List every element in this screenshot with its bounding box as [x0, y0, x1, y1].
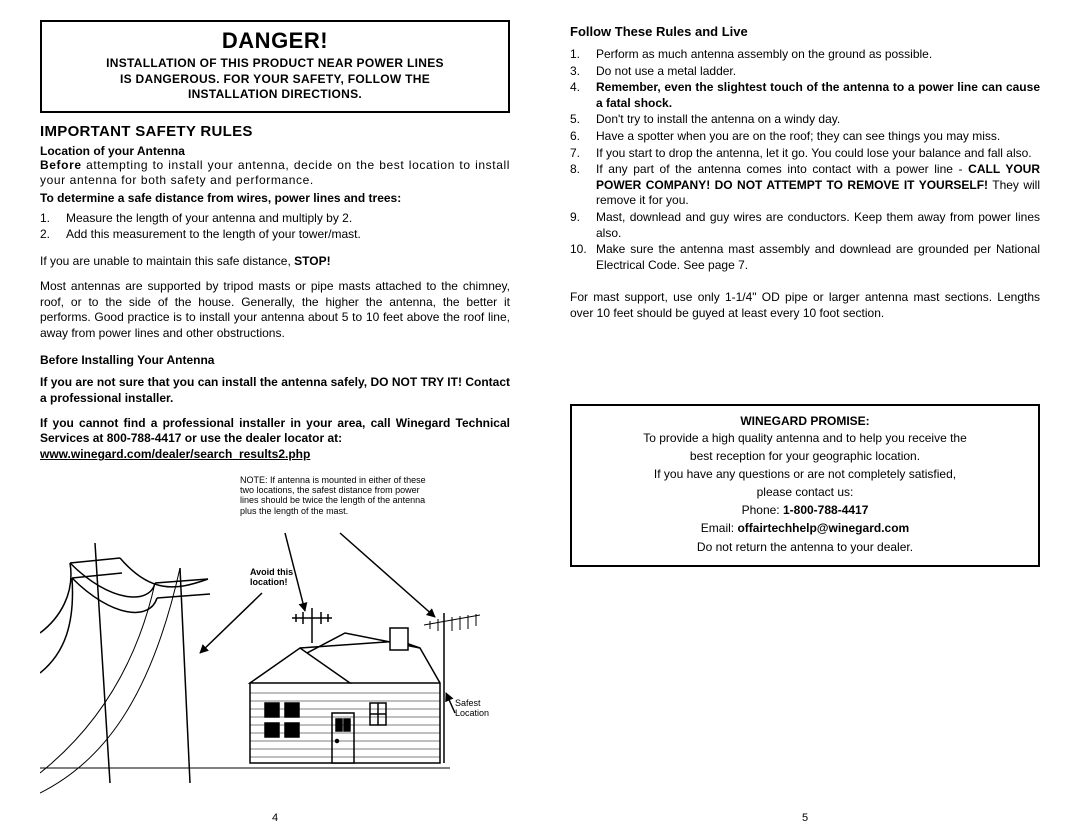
stop-pre: If you are unable to maintain this safe … [40, 254, 294, 268]
promise-noreturn: Do not return the antenna to your dealer… [594, 539, 1016, 555]
location-p2: To determine a safe distance from wires,… [40, 191, 510, 207]
step-text: Add this measurement to the length of yo… [66, 227, 361, 241]
stop-line: If you are unable to maintain this safe … [40, 254, 510, 270]
danger-title: DANGER! [54, 28, 496, 54]
promise-l1: To provide a high quality antenna and to… [594, 430, 1016, 446]
before-install-subhead: Before Installing Your Antenna [40, 353, 510, 367]
promise-phone: Phone: 1-800-788-4417 [594, 502, 1016, 518]
distance-step: 1.Measure the length of your antenna and… [40, 211, 510, 227]
distance-step: 2.Add this measurement to the length of … [40, 227, 510, 243]
rule-text: If you start to drop the antenna, let it… [596, 146, 1032, 160]
rule-item: 9.Mast, downlead and guy wires are condu… [570, 210, 1040, 241]
before-word: Before [40, 158, 82, 172]
rule-item: 1.Perform as much antenna assembly on th… [570, 47, 1040, 63]
before-p2-text: If you cannot find a professional instal… [40, 416, 510, 446]
left-column: DANGER! INSTALLATION OF THIS PRODUCT NEA… [40, 20, 540, 824]
promise-l3: If you have any questions or are not com… [594, 466, 1016, 482]
rule-item: 7.If you start to drop the antenna, let … [570, 146, 1040, 162]
danger-line-1: INSTALLATION OF THIS PRODUCT NEAR POWER … [106, 56, 444, 70]
promise-l2: best reception for your geographic locat… [594, 448, 1016, 464]
rules-heading: Follow These Rules and Live [570, 24, 1040, 39]
location-p1: Before attempting to install your antenn… [40, 158, 510, 189]
phone-label: Phone: [742, 503, 783, 517]
stop-word: STOP! [294, 254, 330, 268]
rule-item: 4.Remember, even the slightest touch of … [570, 80, 1040, 111]
rule-item: 5.Don't try to install the antenna on a … [570, 112, 1040, 128]
rule-text: Don't try to install the antenna on a wi… [596, 112, 840, 126]
page-number-right: 5 [570, 804, 1040, 824]
rule-item: 8.If any part of the antenna comes into … [570, 162, 1040, 209]
winegard-promise-box: WINEGARD PROMISE: To provide a high qual… [570, 404, 1040, 567]
location-subhead: Location of your Antenna [40, 144, 510, 158]
mast-support-note: For mast support, use only 1-1/4" OD pip… [570, 290, 1040, 321]
danger-line-3: INSTALLATION DIRECTIONS. [188, 87, 362, 101]
location-p1-rest: attempting to install your antenna, deci… [40, 158, 510, 188]
rule-item: 6.Have a spotter when you are on the roo… [570, 129, 1040, 145]
installation-figure: NOTE: If antenna is mounted in either of… [40, 473, 510, 804]
phone-number: 1-800-788-4417 [783, 503, 868, 517]
rule-text: Make sure the antenna mast assembly and … [596, 242, 1040, 272]
rule-text: Perform as much antenna assembly on the … [596, 47, 932, 61]
promise-l4: please contact us: [594, 484, 1016, 500]
rule-pre: If any part of the antenna comes into co… [596, 162, 968, 176]
step-text: Measure the length of your antenna and m… [66, 211, 352, 225]
section-title: IMPORTANT SAFETY RULES [40, 123, 510, 140]
dealer-url: www.winegard.com/dealer/search_results2.… [40, 447, 310, 461]
promise-title: WINEGARD PROMISE: [594, 414, 1016, 428]
location-p3: Most antennas are supported by tripod ma… [40, 279, 510, 341]
rule-text: Do not use a metal ladder. [596, 64, 736, 78]
rules-list: 1.Perform as much antenna assembly on th… [570, 47, 1040, 274]
rule-text-bold: Remember, even the slightest touch of th… [596, 80, 1040, 110]
promise-email: Email: offairtechhelp@winegard.com [594, 520, 1016, 536]
before-p2: If you cannot find a professional instal… [40, 416, 510, 463]
email-label: Email: [701, 521, 738, 535]
danger-body: INSTALLATION OF THIS PRODUCT NEAR POWER … [54, 56, 496, 103]
rule-text: Mast, downlead and guy wires are conduct… [596, 210, 1040, 240]
before-p1: If you are not sure that you can install… [40, 375, 510, 406]
rule-item: 10.Make sure the antenna mast assembly a… [570, 242, 1040, 273]
danger-line-2: IS DANGEROUS. FOR YOUR SAFETY, FOLLOW TH… [120, 72, 430, 86]
email-address: offairtechhelp@winegard.com [737, 521, 909, 535]
rule-text: Have a spotter when you are on the roof;… [596, 129, 1000, 143]
right-column: Follow These Rules and Live 1.Perform as… [540, 20, 1040, 824]
danger-box: DANGER! INSTALLATION OF THIS PRODUCT NEA… [40, 20, 510, 113]
page-number-left: 4 [40, 804, 510, 824]
house-diagram-icon [40, 473, 510, 803]
distance-steps: 1.Measure the length of your antenna and… [40, 211, 510, 244]
rule-item: 3.Do not use a metal ladder. [570, 64, 1040, 80]
